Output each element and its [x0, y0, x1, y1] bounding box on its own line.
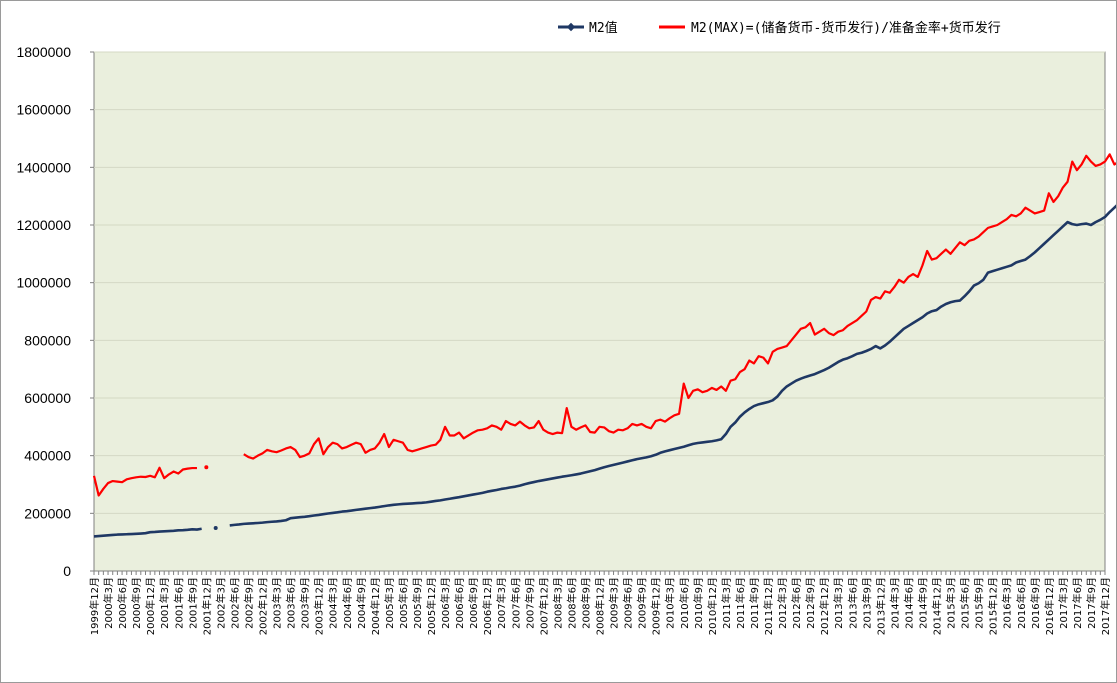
y-tick-label: 200000 [24, 505, 71, 521]
x-tick-label: 2006年9月 [467, 577, 480, 629]
x-tick-label: 2001年12月 [200, 577, 213, 635]
y-tick-label: 1000000 [16, 275, 71, 291]
x-tick-label: 2003年3月 [271, 577, 284, 629]
x-tick-label: 2001年6月 [172, 577, 185, 629]
x-tick-label: 2011年12月 [762, 577, 775, 635]
x-tick-label: 2016年3月 [1001, 577, 1014, 629]
x-tick-label: 2001年9月 [186, 577, 199, 629]
y-tick-label: 1200000 [16, 217, 71, 233]
y-tick-label: 800000 [24, 332, 71, 348]
x-tick-label: 2007年6月 [509, 577, 522, 629]
x-tick-label: 2015年3月 [945, 577, 958, 629]
x-tick-label: 2017年3月 [1057, 577, 1070, 629]
x-tick-label: 2012年3月 [776, 577, 789, 629]
series-line-m2 [93, 204, 1116, 538]
x-tick-label: 2001年3月 [158, 577, 171, 629]
x-tick-label: 2006年6月 [453, 577, 466, 629]
x-tick-label: 2012年9月 [804, 577, 817, 629]
x-tick-label: 2003年12月 [313, 577, 326, 635]
x-tick-label: 2007年12月 [537, 577, 550, 635]
x-tick-label: 2006年3月 [439, 577, 452, 629]
x-tick-label: 2007年9月 [523, 577, 536, 629]
x-tick-label: 2014年6月 [902, 577, 915, 629]
y-tick-label: 600000 [24, 390, 71, 406]
x-tick-label: 2011年6月 [734, 577, 747, 629]
x-tick-label: 2010年6月 [678, 577, 691, 629]
x-tick-label: 2005年3月 [383, 577, 396, 629]
y-axis: 0 200000 400000 600000 800000 1000000 1200000 1… [16, 44, 94, 579]
x-tick-label: 2000年12月 [144, 577, 157, 635]
y-tick-label: 1400000 [16, 159, 71, 175]
x-tick-label: 2016年9月 [1029, 577, 1042, 629]
x-tick-label: 2017年6月 [1071, 577, 1084, 629]
x-tick-label: 2008年3月 [551, 577, 564, 629]
x-tick-label: 2014年3月 [888, 577, 901, 629]
x-tick-label: 2007年3月 [495, 577, 508, 629]
x-tick-label: 2003年6月 [285, 577, 298, 629]
x-tick-label: 2008年9月 [579, 577, 592, 629]
x-axis: 1999年12月 2000年3月 2000年6月 2000年9月 2000年12月 200… [88, 571, 1112, 635]
y-tick-label: 1800000 [16, 44, 71, 60]
x-tick-label: 2016年12月 [1043, 577, 1056, 635]
x-tick-label: 2008年6月 [565, 577, 578, 629]
series-group [92, 153, 1116, 538]
y-tick-label: 1600000 [16, 102, 71, 118]
x-tick-label: 2012年6月 [790, 577, 803, 629]
x-tick-label: 2010年12月 [706, 577, 719, 635]
x-tick-label: 2016年6月 [1015, 577, 1028, 629]
x-tick-label: 2004年9月 [355, 577, 368, 629]
x-tick-label: 2008年12月 [594, 577, 607, 635]
x-tick-label: 2004年6月 [341, 577, 354, 629]
x-tick-label: 2002年12月 [257, 577, 270, 635]
x-tick-label: 2015年6月 [959, 577, 972, 629]
x-tick-label: 1999年12月 [88, 577, 101, 635]
x-tick-label: 2013年3月 [832, 577, 845, 629]
x-tick-label: 2000年3月 [102, 577, 115, 629]
series-line-m2max [92, 153, 1116, 497]
y-tick-label: 400000 [24, 448, 71, 464]
x-tick-label: 2010年9月 [692, 577, 705, 629]
x-tick-label: 2000年6月 [116, 577, 129, 629]
x-tick-label: 2003年9月 [299, 577, 312, 629]
x-tick-label: 2017年12月 [1099, 577, 1112, 635]
x-tick-label: 2006年12月 [481, 577, 494, 635]
x-tick-label: 2005年12月 [425, 577, 438, 635]
x-tick-label: 2005年6月 [397, 577, 410, 629]
x-tick-label: 2014年12月 [931, 577, 944, 635]
x-tick-label: 2004年12月 [369, 577, 382, 635]
x-tick-label: 2011年9月 [748, 577, 761, 629]
legend-marker-m2 [566, 22, 576, 32]
x-tick-label: 2013年6月 [846, 577, 859, 629]
x-tick-label: 2012年12月 [818, 577, 831, 635]
x-tick-label: 2013年12月 [874, 577, 887, 635]
legend-label-m2: M2值 [589, 20, 618, 36]
x-tick-label: 2013年9月 [860, 577, 873, 629]
x-tick-label: 2015年9月 [973, 577, 986, 629]
x-tick-label: 2002年9月 [242, 577, 255, 629]
x-tick-label: 2014年9月 [916, 577, 929, 629]
x-tick-label: 2009年12月 [650, 577, 663, 635]
x-tick-label: 2009年6月 [622, 577, 635, 629]
x-tick-label: 2002年3月 [214, 577, 227, 629]
series-point [213, 526, 218, 531]
x-tick-label: 2015年12月 [987, 577, 1000, 635]
x-tick-label: 2002年6月 [228, 577, 241, 629]
gridlines [94, 51, 1105, 514]
y-tick-label: 0 [63, 563, 71, 579]
x-tick-label: 2009年3月 [608, 577, 621, 629]
series-point [204, 465, 209, 470]
x-tick-label: 2004年3月 [327, 577, 340, 629]
plot-area [93, 51, 1106, 572]
legend-label-m2max: M2(MAX)=(储备货币-货币发行)/准备金率+货币发行 [691, 20, 1001, 36]
x-tick-label: 2017年9月 [1085, 577, 1098, 629]
x-tick-label: 2009年9月 [636, 577, 649, 629]
x-tick-label: 2000年9月 [130, 577, 143, 629]
x-tick-label: 2010年3月 [664, 577, 677, 629]
x-tick-label: 2011年3月 [720, 577, 733, 629]
legend: M2值 M2(MAX)=(储备货币-货币发行)/准备金率+货币发行 [558, 20, 1001, 36]
x-tick-label: 2005年9月 [411, 577, 424, 629]
